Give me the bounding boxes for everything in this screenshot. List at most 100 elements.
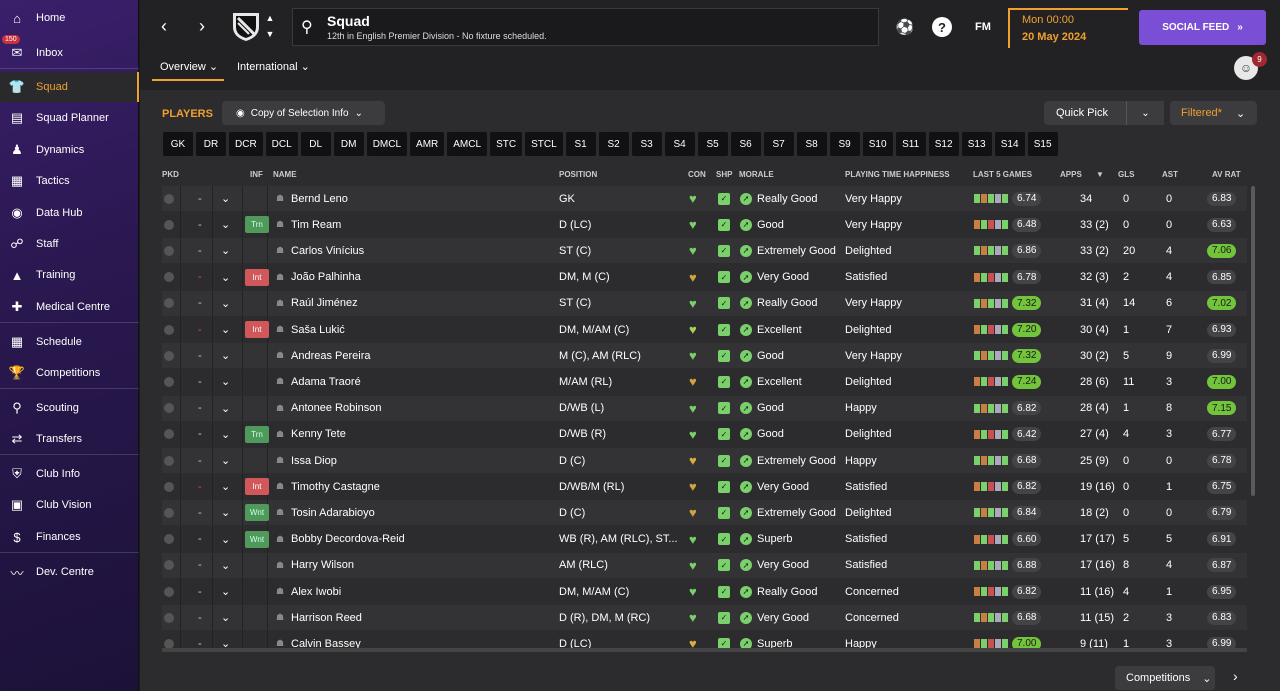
- help-icon[interactable]: ?: [932, 17, 952, 37]
- vertical-scrollbar[interactable]: [1251, 186, 1255, 496]
- position-filter-amcl[interactable]: AMCL: [447, 132, 488, 156]
- player-name[interactable]: Timothy Castagne: [291, 480, 380, 493]
- sidebar-item-training[interactable]: ▲ Training: [0, 260, 139, 290]
- table-row[interactable]: - ⌄ ☗ Carlos Vinícius ST (C) ♥ ✓ ➚ Extremely Goo…: [162, 238, 1247, 264]
- horizontal-scrollbar[interactable]: [162, 648, 1247, 652]
- table-row[interactable]: - ⌄ Int ☗ Timothy Castagne D/WB/M (RL) ♥ ✓ ➚ Very…: [162, 474, 1247, 500]
- club-up-button[interactable]: ▲: [264, 12, 276, 24]
- social-feed-button[interactable]: SOCIAL FEED »: [1139, 10, 1266, 45]
- quick-pick-dropdown[interactable]: ⌄: [1126, 101, 1164, 125]
- pick-cell[interactable]: [164, 343, 174, 368]
- selection-cell[interactable]: -: [198, 369, 202, 394]
- col-morale[interactable]: MORALE: [739, 170, 774, 179]
- page-title-box[interactable]: ⚲ Squad 12th in English Premier Division…: [292, 8, 879, 46]
- selection-dropdown[interactable]: ⌄: [221, 553, 230, 578]
- tab-overview[interactable]: Overview ⌄: [160, 61, 219, 73]
- position-filter-s2[interactable]: S2: [598, 132, 629, 156]
- col-name[interactable]: NAME: [273, 170, 297, 179]
- table-row[interactable]: - ⌄ ☗ Bernd Leno GK ♥ ✓ ➚ Really Good Very Happy 6…: [162, 186, 1247, 211]
- position-filter-dmcl[interactable]: DMCL: [366, 132, 408, 156]
- pick-cell[interactable]: [164, 317, 174, 342]
- selection-cell[interactable]: -: [198, 500, 202, 525]
- selection-cell[interactable]: -: [198, 631, 202, 649]
- selection-dropdown[interactable]: ⌄: [221, 186, 230, 211]
- sidebar-item-club-info[interactable]: ⛨ Club Info: [0, 459, 139, 489]
- player-name[interactable]: Harrison Reed: [291, 611, 362, 624]
- position-filter-s9[interactable]: S9: [829, 132, 860, 156]
- selection-cell[interactable]: -: [198, 605, 202, 630]
- position-filter-stcl[interactable]: STCL: [525, 132, 563, 156]
- player-name[interactable]: Harry Wilson: [291, 559, 354, 572]
- sidebar-item-staff[interactable]: ☍ Staff: [0, 229, 139, 259]
- selection-dropdown[interactable]: ⌄: [221, 212, 230, 237]
- position-filter-s8[interactable]: S8: [796, 132, 827, 156]
- position-filter-dcl[interactable]: DCL: [265, 132, 298, 156]
- selection-dropdown[interactable]: ⌄: [221, 265, 230, 290]
- position-filter-s1[interactable]: S1: [565, 132, 596, 156]
- sidebar-item-squad-planner[interactable]: ▤ Squad Planner: [0, 103, 139, 133]
- football-icon[interactable]: ⚽: [895, 19, 915, 36]
- player-name[interactable]: Adama Traoré: [291, 375, 361, 388]
- sidebar-item-data-hub[interactable]: ◉ Data Hub: [0, 198, 139, 228]
- pick-cell[interactable]: [164, 396, 174, 421]
- forward-button[interactable]: ›: [192, 14, 212, 38]
- sidebar-item-competitions[interactable]: 🏆 Competitions: [0, 358, 139, 388]
- pick-cell[interactable]: [164, 265, 174, 290]
- selection-dropdown[interactable]: ⌄: [221, 369, 230, 394]
- position-filter-gk[interactable]: GK: [163, 132, 193, 156]
- col-last-5-games[interactable]: LAST 5 GAMES: [973, 170, 1033, 179]
- sidebar-item-dynamics[interactable]: ♟ Dynamics: [0, 135, 139, 165]
- selection-dropdown[interactable]: ⌄: [221, 605, 230, 630]
- position-filter-s5[interactable]: S5: [697, 132, 728, 156]
- table-row[interactable]: - ⌄ ☗ Calvin Bassey D (LC) ♥ ✓ ➚ Superb Happy 7.00…: [162, 631, 1247, 649]
- position-filter-stc[interactable]: STC: [490, 132, 523, 156]
- pick-cell[interactable]: [164, 186, 174, 211]
- selection-cell[interactable]: -: [198, 553, 202, 578]
- position-filter-dr[interactable]: DR: [196, 132, 226, 156]
- selection-dropdown[interactable]: ⌄: [221, 474, 230, 499]
- player-name[interactable]: Bernd Leno: [291, 192, 348, 205]
- position-filter-s11[interactable]: S11: [895, 132, 926, 156]
- player-name[interactable]: Calvin Bassey: [291, 637, 361, 649]
- selection-dropdown[interactable]: ⌄: [221, 448, 230, 473]
- pick-cell[interactable]: [164, 631, 174, 649]
- table-row[interactable]: - ⌄ Trn ☗ Kenny Tete D/WB (R) ♥ ✓ ➚ Good Delighted…: [162, 421, 1247, 447]
- sidebar-item-medical-centre[interactable]: ✚ Medical Centre: [0, 292, 139, 322]
- col-playing-time-happiness[interactable]: PLAYING TIME HAPPINESS: [845, 170, 950, 179]
- sidebar-item-dev-centre[interactable]: 〰 Dev. Centre: [0, 557, 139, 587]
- selection-dropdown[interactable]: ⌄: [221, 238, 230, 263]
- club-down-button[interactable]: ▼: [264, 28, 276, 40]
- col-con[interactable]: CON: [688, 170, 706, 179]
- pick-cell[interactable]: [164, 369, 174, 394]
- selection-cell[interactable]: -: [198, 265, 202, 290]
- table-row[interactable]: - ⌄ Int ☗ João Palhinha DM, M (C) ♥ ✓ ➚ Very Good…: [162, 264, 1247, 290]
- col-shp[interactable]: SHP: [716, 170, 733, 179]
- selection-cell[interactable]: -: [198, 212, 202, 237]
- sidebar-item-inbox[interactable]: ✉ 150 Inbox: [0, 35, 139, 68]
- back-button[interactable]: ‹: [154, 14, 174, 38]
- player-name[interactable]: Tim Ream: [291, 218, 342, 231]
- position-filter-s6[interactable]: S6: [730, 132, 761, 156]
- pick-cell[interactable]: [164, 291, 174, 316]
- position-filter-s12[interactable]: S12: [928, 132, 959, 156]
- player-name[interactable]: Carlos Vinícius: [291, 244, 365, 257]
- selection-cell[interactable]: -: [198, 474, 202, 499]
- selection-cell[interactable]: -: [198, 186, 202, 211]
- table-row[interactable]: - ⌄ ☗ Antonee Robinson D/WB (L) ♥ ✓ ➚ Good Happy 6…: [162, 395, 1247, 421]
- selection-cell[interactable]: -: [198, 291, 202, 316]
- pick-cell[interactable]: [164, 474, 174, 499]
- sidebar-item-transfers[interactable]: ⇄ Transfers: [0, 424, 139, 454]
- table-row[interactable]: - ⌄ Trn ☗ Tim Ream D (LC) ♥ ✓ ➚ Good Very Happy 6.4…: [162, 212, 1247, 238]
- sidebar-item-squad[interactable]: 👕 Squad: [0, 72, 139, 102]
- table-row[interactable]: - ⌄ ☗ Andreas Pereira M (C), AM (RLC) ♥ ✓ ➚ Good…: [162, 343, 1247, 369]
- selection-dropdown[interactable]: ⌄: [221, 291, 230, 316]
- pick-cell[interactable]: [164, 579, 174, 604]
- player-name[interactable]: Antonee Robinson: [291, 402, 382, 415]
- table-row[interactable]: - ⌄ ☗ Alex Iwobi DM, M/AM (C) ♥ ✓ ➚ Really Good C…: [162, 579, 1247, 604]
- selection-dropdown[interactable]: ⌄: [221, 422, 230, 447]
- pick-cell[interactable]: [164, 553, 174, 578]
- pick-cell[interactable]: [164, 238, 174, 263]
- player-name[interactable]: Alex Iwobi: [291, 585, 342, 598]
- table-row[interactable]: - ⌄ Wnt ☗ Tosin Adarabioyo D (C) ♥ ✓ ➚ Extremely …: [162, 500, 1247, 526]
- position-filter-s4[interactable]: S4: [664, 132, 695, 156]
